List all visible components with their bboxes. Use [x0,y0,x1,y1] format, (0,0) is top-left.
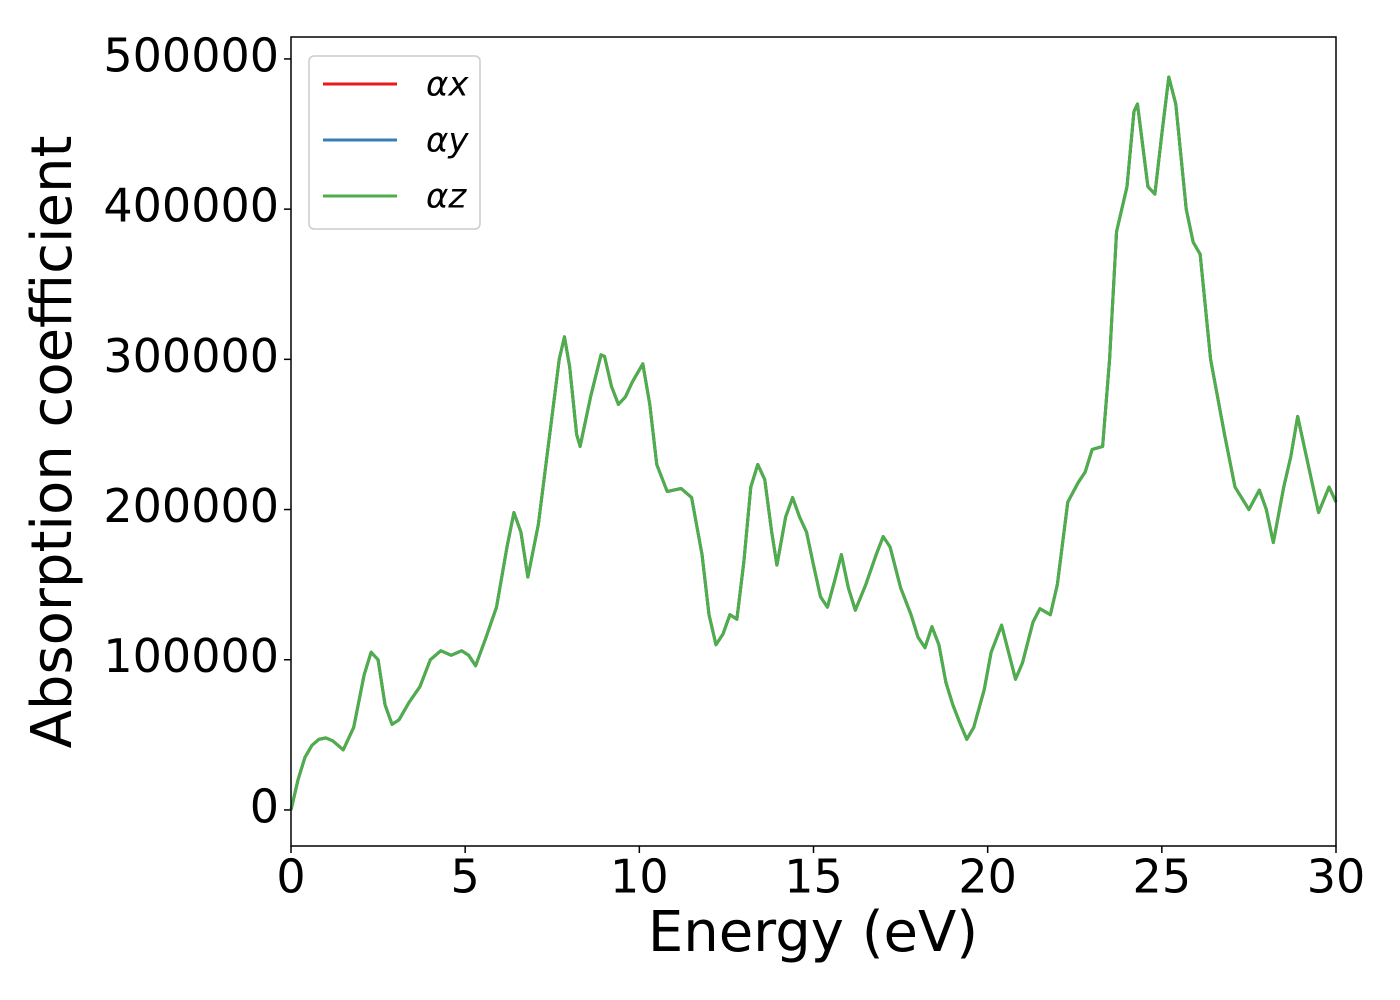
y-axis-label: Absorption coefficient [20,136,85,749]
series-line [289,75,1338,811]
legend-label: αy [426,121,469,161]
legend-label: αz [426,177,467,217]
legend-label: αx [426,65,469,105]
x-tick-label: 10 [610,850,669,904]
y-tick-label: 400000 [103,179,279,233]
x-tick-label: 5 [451,850,480,904]
plot-frame [290,36,1337,847]
x-axis-label: Energy (eV) [648,900,978,965]
y-tick-label: 300000 [103,329,279,383]
x-tick-label: 20 [958,850,1017,904]
y-tick-label: 0 [250,779,279,833]
y-tick-label: 100000 [103,629,279,683]
x-tick-label: 0 [276,850,305,904]
x-tick-label: 15 [784,850,843,904]
legend-box [308,55,481,230]
x-tick-label: 30 [1307,850,1366,904]
y-tick-label: 500000 [103,28,279,82]
x-tick-label: 25 [1133,850,1192,904]
y-tick-label: 200000 [103,479,279,533]
